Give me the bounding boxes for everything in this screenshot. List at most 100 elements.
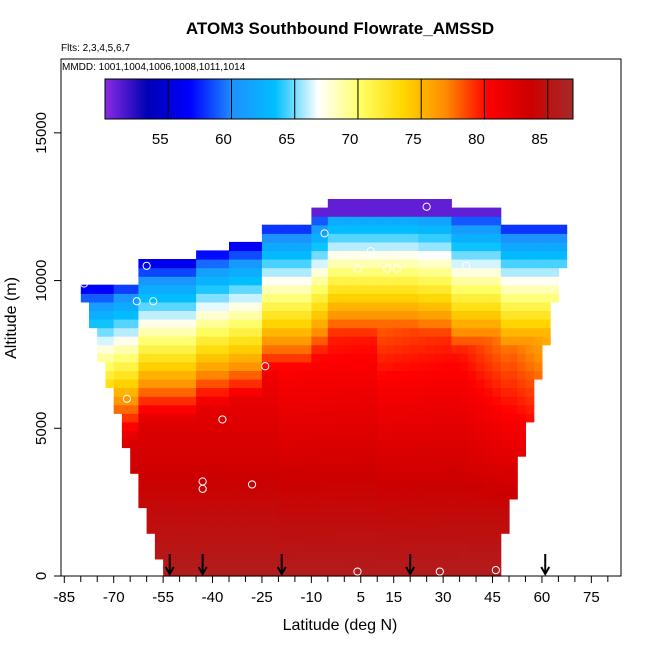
heatmap-cell [360,481,370,491]
heatmap-cell [459,464,469,474]
heatmap-cell [434,276,444,286]
heatmap-cell [154,447,164,457]
heatmap-cell [261,481,271,491]
heatmap-cell [319,216,329,226]
sample-point [422,202,431,211]
heatmap-cell [426,199,436,209]
heatmap-cell [179,310,189,320]
heatmap-cell [179,413,189,423]
heatmap-cell [426,327,436,337]
heatmap-cell [154,533,164,543]
heatmap-cell [509,319,518,329]
heatmap-cell [360,507,370,517]
heatmap-cell [467,567,477,577]
heatmap-cell [163,301,172,311]
heatmap-cell [377,233,386,243]
heatmap-cell [360,447,370,457]
sample-point [132,297,141,306]
heatmap-cell [426,404,436,414]
heatmap-cell [352,293,362,303]
heatmap-cell [319,447,329,457]
heatmap-cell [187,430,197,440]
heatmap-cell [443,524,452,534]
heatmap-cell [459,533,469,543]
heatmap-cell [311,481,321,491]
heatmap-cell [360,413,370,423]
x-tick-label: -55 [152,589,174,606]
heatmap-cell [204,336,214,346]
heatmap-cell [286,353,296,363]
heatmap-cell [97,353,106,363]
heatmap-cell [509,293,518,303]
heatmap-cell [476,310,485,320]
heatmap-cell [294,233,304,243]
heatmap-cell [352,413,362,423]
heatmap-cell [121,438,131,449]
heatmap-cell [401,310,411,320]
x-tick-label: 5 [357,589,365,606]
heatmap-cell [410,241,419,252]
heatmap-cell [187,293,197,303]
heatmap-cell [541,301,551,311]
heatmap-cell [204,361,214,371]
heatmap-cell [517,396,526,406]
heatmap-cell [509,336,518,346]
heatmap-cell [204,558,214,569]
heatmap-cell [245,293,255,303]
heatmap-cell [212,558,222,569]
heatmap-cell [492,567,502,577]
heatmap-cell [426,413,436,423]
heatmap-cell [533,361,543,371]
heatmap-cell [154,387,164,397]
heatmap-cell [393,498,403,509]
heatmap-cell [476,541,485,551]
heatmap-cell [204,498,214,509]
heatmap-cell [484,233,494,243]
heatmap-cell [319,430,329,440]
heatmap-cell [146,259,156,269]
heatmap-cell [344,558,354,569]
heatmap-cell [229,267,238,277]
heatmap-cell [377,267,386,277]
colorbar-gradient [105,79,573,119]
heatmap-cell [253,473,263,483]
heatmap-cell [352,370,362,380]
heatmap-cell [220,524,230,534]
heatmap-cell [245,361,255,371]
heatmap-cell [401,259,411,269]
heatmap-cell [270,378,279,389]
heatmap-cell [369,456,378,466]
heatmap-cell [410,216,419,226]
heatmap-cell [253,550,263,560]
heatmap-cell [492,387,502,397]
heatmap-cell [451,276,461,286]
heatmap-cell [492,276,502,286]
heatmap-cell [187,421,197,431]
heatmap-cell [541,319,551,329]
heatmap-cell [212,267,222,277]
heatmap-cell [146,464,156,474]
heatmap-cell [113,284,123,294]
heatmap-cell [89,301,98,311]
heatmap-cell [311,361,321,371]
heatmap-cell [154,344,164,354]
heatmap-cell [434,284,444,294]
heatmap-cell [410,507,419,517]
heatmap-cell [517,301,526,311]
heatmap-cell [327,533,337,543]
heatmap-cell [336,344,345,354]
heatmap-cell [261,558,271,569]
heatmap-cell [418,516,428,526]
heatmap-cell [467,498,477,509]
heatmap-cell [336,498,345,509]
heatmap-cell [344,276,354,286]
heatmap-cell [410,541,419,551]
heatmap-cell [385,464,395,474]
heatmap-cell [311,413,321,423]
heatmap-cell [163,438,172,449]
heatmap-cell [418,550,428,560]
heatmap-cell [229,293,238,303]
heatmap-cell [352,404,362,414]
heatmap-cell [311,473,321,483]
heatmap-cell [492,507,502,517]
